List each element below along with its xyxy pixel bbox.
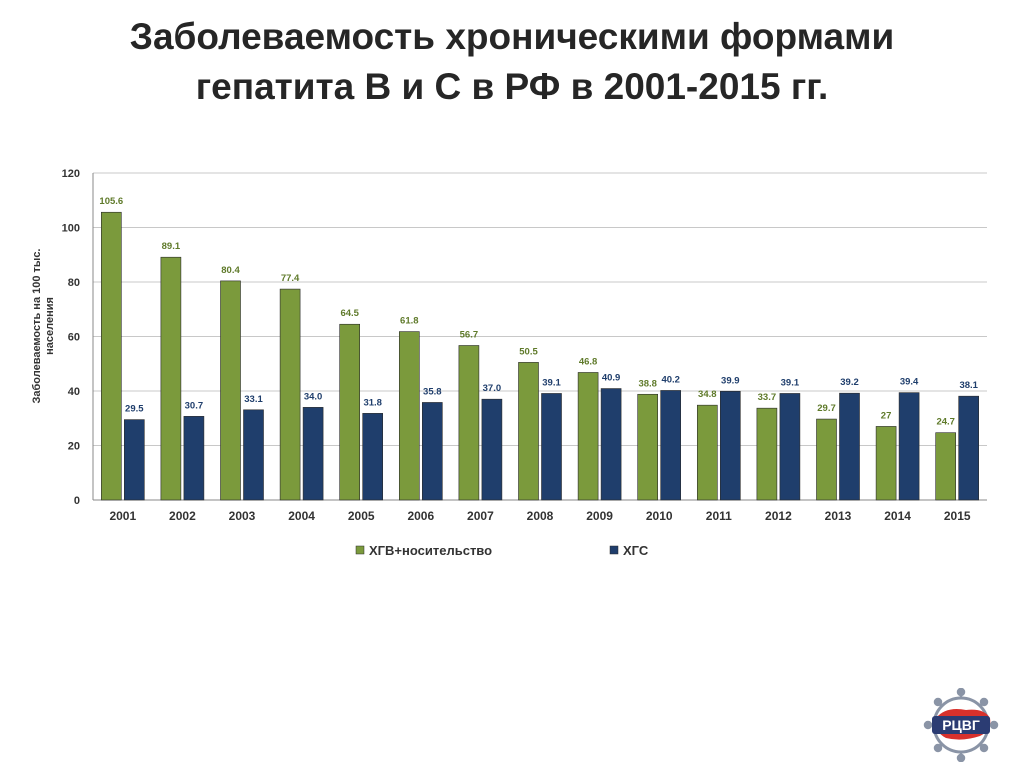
x-tick-label: 2008 — [527, 509, 554, 523]
data-label-hgv: 77.4 — [281, 273, 300, 284]
x-tick-label: 2003 — [229, 509, 256, 523]
data-label-hgs: 40.2 — [661, 374, 680, 385]
x-tick-label: 2005 — [348, 509, 375, 523]
bar-hgv — [220, 280, 241, 501]
y-tick-label: 20 — [68, 441, 80, 453]
data-label-hgv: 64.5 — [340, 308, 359, 319]
logo-text-band — [932, 716, 990, 734]
x-tick-label: 2010 — [646, 509, 673, 523]
y-axis-title: Заболеваемость на 100 тыс.населения — [31, 249, 56, 404]
bar-hgv — [577, 372, 599, 501]
logo-text: РЦВГ — [942, 717, 980, 733]
x-tick-label: 2009 — [586, 509, 613, 523]
data-label-hgv: 46.8 — [579, 356, 598, 367]
y-tick-label: 120 — [62, 168, 80, 180]
bar-hgv — [518, 362, 539, 501]
data-label-hgs: 39.2 — [840, 377, 859, 388]
bar-hgv — [160, 256, 182, 501]
y-tick-label: 100 — [62, 223, 80, 235]
y-tick-label: 60 — [68, 332, 80, 344]
legend-label-hgs: ХГС — [623, 543, 649, 558]
bar-hgv — [398, 331, 420, 501]
bar-hgs — [541, 393, 562, 501]
bar-hgv — [458, 345, 480, 501]
rcvg-logo: РЦВГ — [923, 688, 999, 762]
data-label-hgs: 39.9 — [721, 375, 740, 386]
bar-hgs — [481, 398, 503, 501]
bar-hgs — [779, 393, 801, 501]
x-tick-label: 2012 — [765, 509, 792, 523]
data-label-hgs: 31.8 — [363, 397, 382, 408]
data-label-hgs: 39.1 — [781, 377, 800, 388]
data-label-hgs: 35.8 — [423, 386, 442, 397]
x-tick-label: 2004 — [288, 509, 315, 523]
data-label-hgs: 37.0 — [483, 383, 502, 394]
bar-hgs — [660, 390, 682, 501]
data-label-hgv: 56.7 — [460, 329, 479, 340]
x-tick-label: 2001 — [109, 509, 136, 523]
data-label-hgv: 27 — [881, 410, 892, 421]
x-tick-label: 2013 — [825, 509, 852, 523]
data-label-hgs: 40.9 — [602, 373, 621, 384]
data-label-hgv: 38.8 — [638, 378, 657, 389]
slide-title: Заболеваемость хроническими формами гепа… — [0, 12, 1024, 112]
data-label-hgs: 34.0 — [304, 391, 323, 402]
bar-hgs — [124, 419, 145, 501]
legend-swatch-hgv — [355, 545, 365, 555]
x-tick-label: 2006 — [407, 509, 434, 523]
y-tick-label: 80 — [68, 277, 80, 289]
data-label-hgv: 33.7 — [758, 392, 777, 403]
bar-hgs — [839, 392, 860, 501]
data-label-hgv: 61.8 — [400, 316, 419, 327]
data-label-hgs: 33.1 — [244, 394, 263, 405]
bar-hgs — [958, 395, 980, 501]
y-tick-label: 40 — [68, 386, 80, 398]
data-label-hgs: 39.1 — [542, 377, 561, 388]
bar-hgv — [756, 407, 778, 501]
bar-hgv — [935, 432, 957, 501]
data-label-hgs: 30.7 — [185, 400, 204, 411]
bar-hgs — [600, 388, 622, 501]
bar-hgv — [339, 323, 361, 501]
bar-hgv — [816, 418, 837, 501]
data-label-hgv: 80.4 — [221, 265, 240, 276]
slide-title-line-2: гепатита В и С в РФ в 2001-2015 гг. — [195, 66, 829, 107]
bar-hgv — [637, 393, 659, 501]
x-tick-label: 2007 — [467, 509, 494, 523]
bar-hgs — [421, 402, 443, 501]
data-label-hgs: 29.5 — [125, 404, 144, 415]
x-tick-label: 2011 — [706, 509, 732, 523]
x-tick-label: 2014 — [884, 509, 911, 523]
data-label-hgv: 89.1 — [162, 241, 181, 252]
bar-chart: 0 20 40 60 80 100 120 Заболеваемость на 100 тыс… — [31, 168, 987, 558]
data-label-hgv: 24.7 — [936, 417, 955, 428]
bar-hgs — [243, 409, 264, 501]
data-label-hgv: 29.7 — [817, 403, 836, 414]
x-tick-label: 2002 — [169, 509, 196, 523]
legend-swatch-hgs — [609, 545, 619, 555]
bar-hgs — [362, 413, 384, 501]
bar-hgv — [875, 426, 897, 501]
data-label-hgv: 34.8 — [698, 389, 717, 400]
data-label-hgv: 105.6 — [99, 196, 123, 207]
bar-hgs — [183, 416, 205, 501]
bar-hgv — [696, 404, 718, 501]
x-tick-label: 2015 — [944, 509, 971, 523]
y-tick-label: 0 — [74, 495, 80, 507]
bar-hgv — [279, 288, 301, 501]
data-label-hgv: 50.5 — [519, 346, 538, 357]
data-label-hgs: 38.1 — [959, 380, 978, 391]
bar-hgs — [898, 392, 920, 501]
slide-title-line-1: Заболеваемость хроническими формами — [129, 16, 895, 57]
data-label-hgs: 39.4 — [900, 377, 919, 388]
legend-label-hgv: ХГВ+носительство — [369, 543, 492, 558]
bar-hgs — [302, 407, 324, 501]
gear-spokes — [923, 688, 999, 762]
bar-hgs — [719, 390, 741, 501]
bar-hgv — [101, 211, 122, 501]
